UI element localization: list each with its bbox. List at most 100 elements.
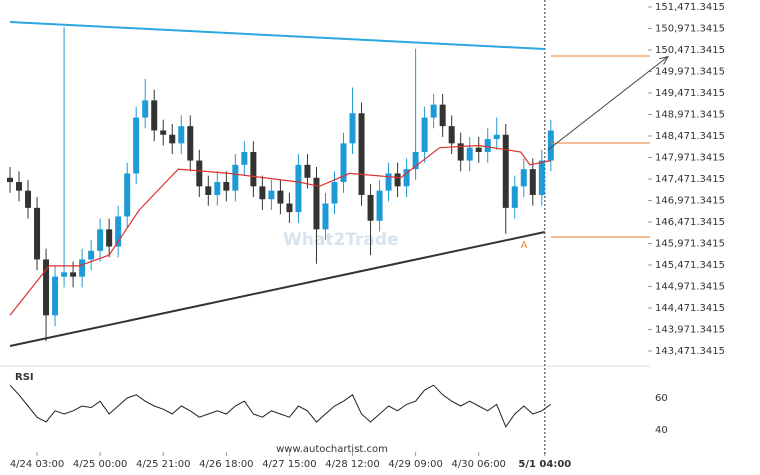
y-tick-label: 145,971.3415 bbox=[655, 238, 725, 249]
candle-body bbox=[259, 186, 266, 200]
candle-body bbox=[7, 177, 13, 183]
forecast-arrow bbox=[547, 56, 669, 151]
rsi-tick-label: 60 bbox=[655, 393, 668, 404]
candle-body bbox=[205, 186, 212, 195]
candle-body bbox=[232, 164, 239, 191]
candle-body bbox=[295, 164, 302, 213]
x-tick-label: 4/30 06:00 bbox=[451, 459, 505, 470]
candle-body bbox=[448, 126, 455, 144]
candle-body bbox=[511, 186, 518, 208]
candle-body bbox=[430, 104, 437, 118]
resistance-line bbox=[9, 21, 545, 50]
x-tick-label: 4/25 21:00 bbox=[136, 459, 190, 470]
y-tick-label: 147,471.3415 bbox=[655, 174, 725, 185]
y-tick-label: 143,971.3415 bbox=[655, 324, 725, 335]
candle-body bbox=[403, 169, 410, 187]
candle-body bbox=[268, 190, 275, 200]
rsi-title: RSI bbox=[15, 372, 34, 383]
y-tick-label: 143,471.3415 bbox=[655, 346, 725, 357]
candle-body bbox=[385, 173, 392, 191]
candle-body bbox=[376, 190, 383, 221]
y-tick-label: 146,471.3415 bbox=[655, 217, 725, 228]
candle-body bbox=[214, 182, 221, 195]
candle-body bbox=[115, 216, 122, 247]
candle-body bbox=[547, 130, 554, 161]
footer: www.autochartist.com bbox=[276, 444, 388, 455]
y-tick-label: 150,971.3415 bbox=[655, 23, 725, 34]
candle-body bbox=[43, 259, 50, 316]
y-tick-label: 144,971.3415 bbox=[655, 281, 725, 292]
rsi-line bbox=[9, 384, 552, 428]
candle-body bbox=[367, 194, 374, 221]
annotation: A bbox=[521, 240, 528, 251]
y-tick-label: 149,971.3415 bbox=[655, 66, 725, 77]
x-tick-label: 4/29 09:00 bbox=[388, 459, 442, 470]
candle-body bbox=[340, 143, 347, 183]
candle-body bbox=[142, 100, 149, 118]
candle-body bbox=[502, 134, 509, 208]
candle-body bbox=[466, 147, 473, 161]
candle-body bbox=[88, 250, 95, 260]
candle-body bbox=[529, 169, 536, 195]
candle-body bbox=[457, 143, 464, 161]
candle-body bbox=[223, 182, 230, 191]
candle-body bbox=[241, 151, 248, 165]
arrow-head bbox=[659, 55, 670, 65]
candle-body bbox=[34, 207, 41, 260]
rsi-tick-label: 40 bbox=[655, 425, 668, 436]
y-tick-label: 147,971.3415 bbox=[655, 152, 725, 163]
candle-body bbox=[124, 173, 131, 217]
y-tick-label: 151,471.3415 bbox=[655, 2, 725, 13]
candle-body bbox=[538, 160, 545, 195]
moving-average bbox=[9, 144, 551, 316]
candle-body bbox=[16, 182, 23, 191]
candle-body bbox=[196, 160, 203, 187]
candle-body bbox=[475, 147, 482, 152]
candle-body bbox=[61, 272, 68, 277]
y-tick-label: 149,471.3415 bbox=[655, 88, 725, 99]
y-tick-label: 148,971.3415 bbox=[655, 109, 725, 120]
x-tick-label: 4/28 12:00 bbox=[325, 459, 379, 470]
candle-body bbox=[187, 126, 194, 161]
candle-body bbox=[322, 203, 329, 230]
y-tick-label: 146,971.3415 bbox=[655, 195, 725, 206]
y-tick-label: 144,471.3415 bbox=[655, 303, 725, 314]
candle-body bbox=[70, 272, 77, 277]
watermark: What2Trade bbox=[283, 230, 399, 250]
candle-body bbox=[52, 276, 59, 316]
candle-body bbox=[439, 104, 446, 127]
candle-body bbox=[178, 126, 185, 144]
candle-body bbox=[358, 113, 365, 195]
candle-body bbox=[520, 169, 527, 187]
candle-body bbox=[250, 151, 257, 187]
candle-body bbox=[106, 229, 113, 247]
y-tick-label: 148,471.3415 bbox=[655, 131, 725, 142]
candle-body bbox=[133, 117, 140, 174]
x-tick-label: 4/27 15:00 bbox=[262, 459, 316, 470]
x-tick-label: 5/1 04:00 bbox=[518, 459, 571, 470]
candle-body bbox=[25, 190, 32, 208]
candle-body bbox=[484, 139, 491, 152]
x-tick-label: 4/26 18:00 bbox=[199, 459, 253, 470]
support-line bbox=[9, 231, 546, 347]
candle-body bbox=[313, 177, 320, 230]
candle-body bbox=[412, 151, 419, 170]
candle-body bbox=[79, 259, 86, 277]
x-tick-label: 4/24 03:00 bbox=[10, 459, 64, 470]
candle-body bbox=[304, 164, 311, 178]
x-tick-label: 4/25 00:00 bbox=[73, 459, 127, 470]
candle-body bbox=[169, 134, 176, 144]
candle-body bbox=[349, 113, 356, 144]
candle-body bbox=[97, 229, 104, 251]
candle-body bbox=[331, 182, 338, 204]
candle-body bbox=[151, 100, 158, 131]
candle-body bbox=[421, 117, 428, 152]
candle-body bbox=[493, 134, 500, 140]
candle-body bbox=[286, 203, 293, 213]
y-tick-label: 150,471.3415 bbox=[655, 45, 725, 56]
candle-body bbox=[394, 173, 401, 187]
candle-body bbox=[160, 130, 167, 135]
candle-body bbox=[277, 190, 284, 204]
y-tick-label: 145,471.3415 bbox=[655, 260, 725, 271]
